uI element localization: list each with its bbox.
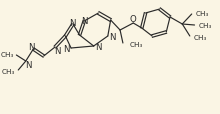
Text: N: N bbox=[28, 42, 35, 51]
Text: N: N bbox=[63, 45, 70, 54]
Text: CH₃: CH₃ bbox=[2, 68, 15, 74]
Text: CH₃: CH₃ bbox=[196, 11, 209, 17]
Text: CH₃: CH₃ bbox=[0, 52, 14, 57]
Text: N: N bbox=[54, 46, 60, 55]
Text: N: N bbox=[81, 16, 88, 25]
Text: O: O bbox=[130, 15, 137, 24]
Text: CH₃: CH₃ bbox=[198, 23, 212, 29]
Text: N: N bbox=[69, 18, 75, 27]
Text: N: N bbox=[25, 60, 32, 69]
Text: N: N bbox=[95, 43, 102, 52]
Text: CH₃: CH₃ bbox=[130, 42, 143, 48]
Text: N: N bbox=[109, 32, 116, 41]
Text: CH₃: CH₃ bbox=[194, 35, 207, 41]
